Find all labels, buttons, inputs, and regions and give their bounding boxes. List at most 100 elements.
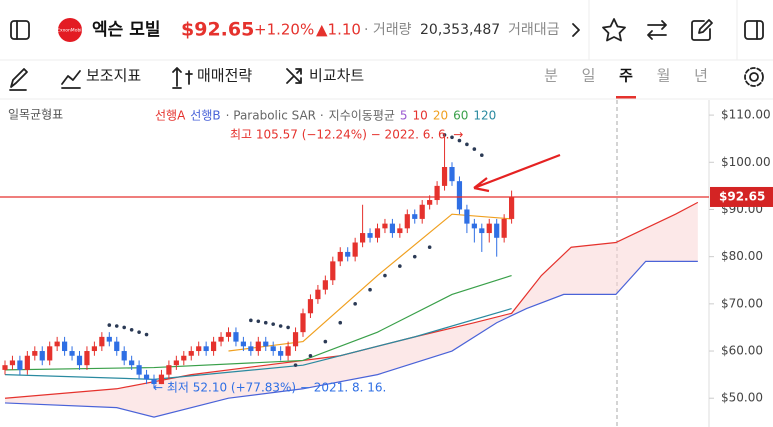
period-tab[interactable]: 년 xyxy=(694,67,708,85)
low-annotation: ← 최저 52.10 (+77.83%) − 2021. 8. 16. xyxy=(153,381,386,395)
candle-body xyxy=(270,346,276,352)
sar-dot xyxy=(271,322,276,326)
candle-body xyxy=(173,360,179,366)
sidebar-toggle[interactable] xyxy=(10,20,30,40)
candle-body xyxy=(181,355,187,361)
candle-body xyxy=(441,167,448,186)
settings-button[interactable] xyxy=(744,67,764,87)
candle-body xyxy=(76,355,83,366)
legend-item: · Parabolic SAR · xyxy=(226,109,324,123)
cloud-fill xyxy=(5,202,698,418)
pointer-arrow xyxy=(473,153,561,193)
candle-body xyxy=(471,223,477,229)
period-tab[interactable]: 일 xyxy=(582,67,596,85)
y-tick-label: $80.00 xyxy=(721,249,763,263)
sar-dot xyxy=(480,153,484,158)
indicator-line xyxy=(4,274,512,371)
swap-button[interactable] xyxy=(647,20,667,40)
favorite-button[interactable] xyxy=(602,18,626,42)
sar-dot xyxy=(457,138,462,143)
legend-item: 120 xyxy=(473,109,496,123)
sar-dot xyxy=(368,287,372,292)
sar-dot xyxy=(286,325,290,330)
change-pct: +1.20% xyxy=(254,21,314,39)
candle-body xyxy=(352,242,358,257)
price-tag-label: $92.65 xyxy=(719,189,765,203)
sar-dot xyxy=(256,319,261,324)
price: $92.65 xyxy=(181,19,254,41)
strategy-icon[interactable] xyxy=(172,67,193,89)
indicator-line xyxy=(4,201,699,399)
candle-body xyxy=(17,360,23,370)
draw-button[interactable] xyxy=(9,68,28,91)
candle-body xyxy=(211,341,217,352)
candle-body xyxy=(278,351,284,356)
period-tab[interactable]: 주 xyxy=(619,67,633,85)
period-tab[interactable]: 분 xyxy=(544,67,558,85)
candle-body xyxy=(434,185,440,201)
stock-name: 엑슨 모빌 xyxy=(92,20,160,40)
candle-body xyxy=(382,223,388,229)
candle-body xyxy=(121,351,127,361)
sar-dot xyxy=(293,363,298,367)
candle-body xyxy=(151,379,157,385)
candle-body xyxy=(292,332,299,347)
sar-dot xyxy=(278,324,283,328)
candle-body xyxy=(509,196,515,219)
sar-dot xyxy=(383,273,387,278)
volume-label: · 거래량 xyxy=(364,22,412,38)
candle-body xyxy=(494,223,500,238)
sar-dot xyxy=(398,264,402,268)
price-axis: $50.00$60.00$70.00$80.00$90.00$100.00$11… xyxy=(709,108,771,405)
candle-body xyxy=(143,374,150,380)
candle-body xyxy=(32,351,38,356)
candle-body xyxy=(337,251,343,262)
indicator-line xyxy=(4,307,512,380)
legend-item: 선행B xyxy=(190,108,220,123)
candle-body xyxy=(233,332,239,342)
candle-body xyxy=(69,351,75,356)
candle-body xyxy=(501,218,507,238)
candle-body xyxy=(248,346,254,352)
candle-body xyxy=(106,336,112,342)
sar-dot xyxy=(263,320,268,325)
sar-dot xyxy=(427,245,432,250)
compare-icon[interactable] xyxy=(286,68,302,84)
candle-body xyxy=(91,346,97,352)
sar-dot xyxy=(107,323,112,327)
candle-body xyxy=(322,280,328,290)
candle-body xyxy=(389,223,395,234)
panel-toggle[interactable] xyxy=(744,20,764,40)
candle-body xyxy=(449,167,455,182)
header xyxy=(0,0,773,60)
period-tab[interactable]: 월 xyxy=(657,67,671,85)
volume: 20,353,487 xyxy=(420,22,500,38)
header-clip: · 거래량 20,353,487 거래대금 xyxy=(364,22,560,38)
candle-body xyxy=(62,341,68,352)
strategy-button[interactable]: 매매전략 xyxy=(197,67,252,85)
sar-dot xyxy=(137,330,141,334)
indicators-button[interactable]: 보조지표 xyxy=(86,67,141,85)
candle-body xyxy=(24,355,30,370)
indicator-line xyxy=(4,260,698,418)
candle-body xyxy=(263,341,269,347)
candle-body xyxy=(129,360,135,366)
indicator-icon[interactable] xyxy=(61,70,81,89)
legend-item: 5 xyxy=(400,109,408,123)
compare-button[interactable]: 비교차트 xyxy=(309,67,364,85)
candle-body xyxy=(486,223,492,234)
edit-button[interactable] xyxy=(691,19,713,41)
candle-body xyxy=(360,233,366,243)
candle-body xyxy=(54,341,60,347)
legend-item: 60 xyxy=(453,109,468,123)
plot-area xyxy=(2,133,699,418)
more-arrow[interactable] xyxy=(572,23,580,37)
sar-dot xyxy=(442,133,447,137)
candle-body xyxy=(374,228,381,238)
candle-body xyxy=(114,341,120,352)
price-tag xyxy=(710,186,773,207)
logo xyxy=(58,18,82,42)
candle-body xyxy=(456,181,463,210)
y-tick-label: $50.00 xyxy=(721,391,763,405)
